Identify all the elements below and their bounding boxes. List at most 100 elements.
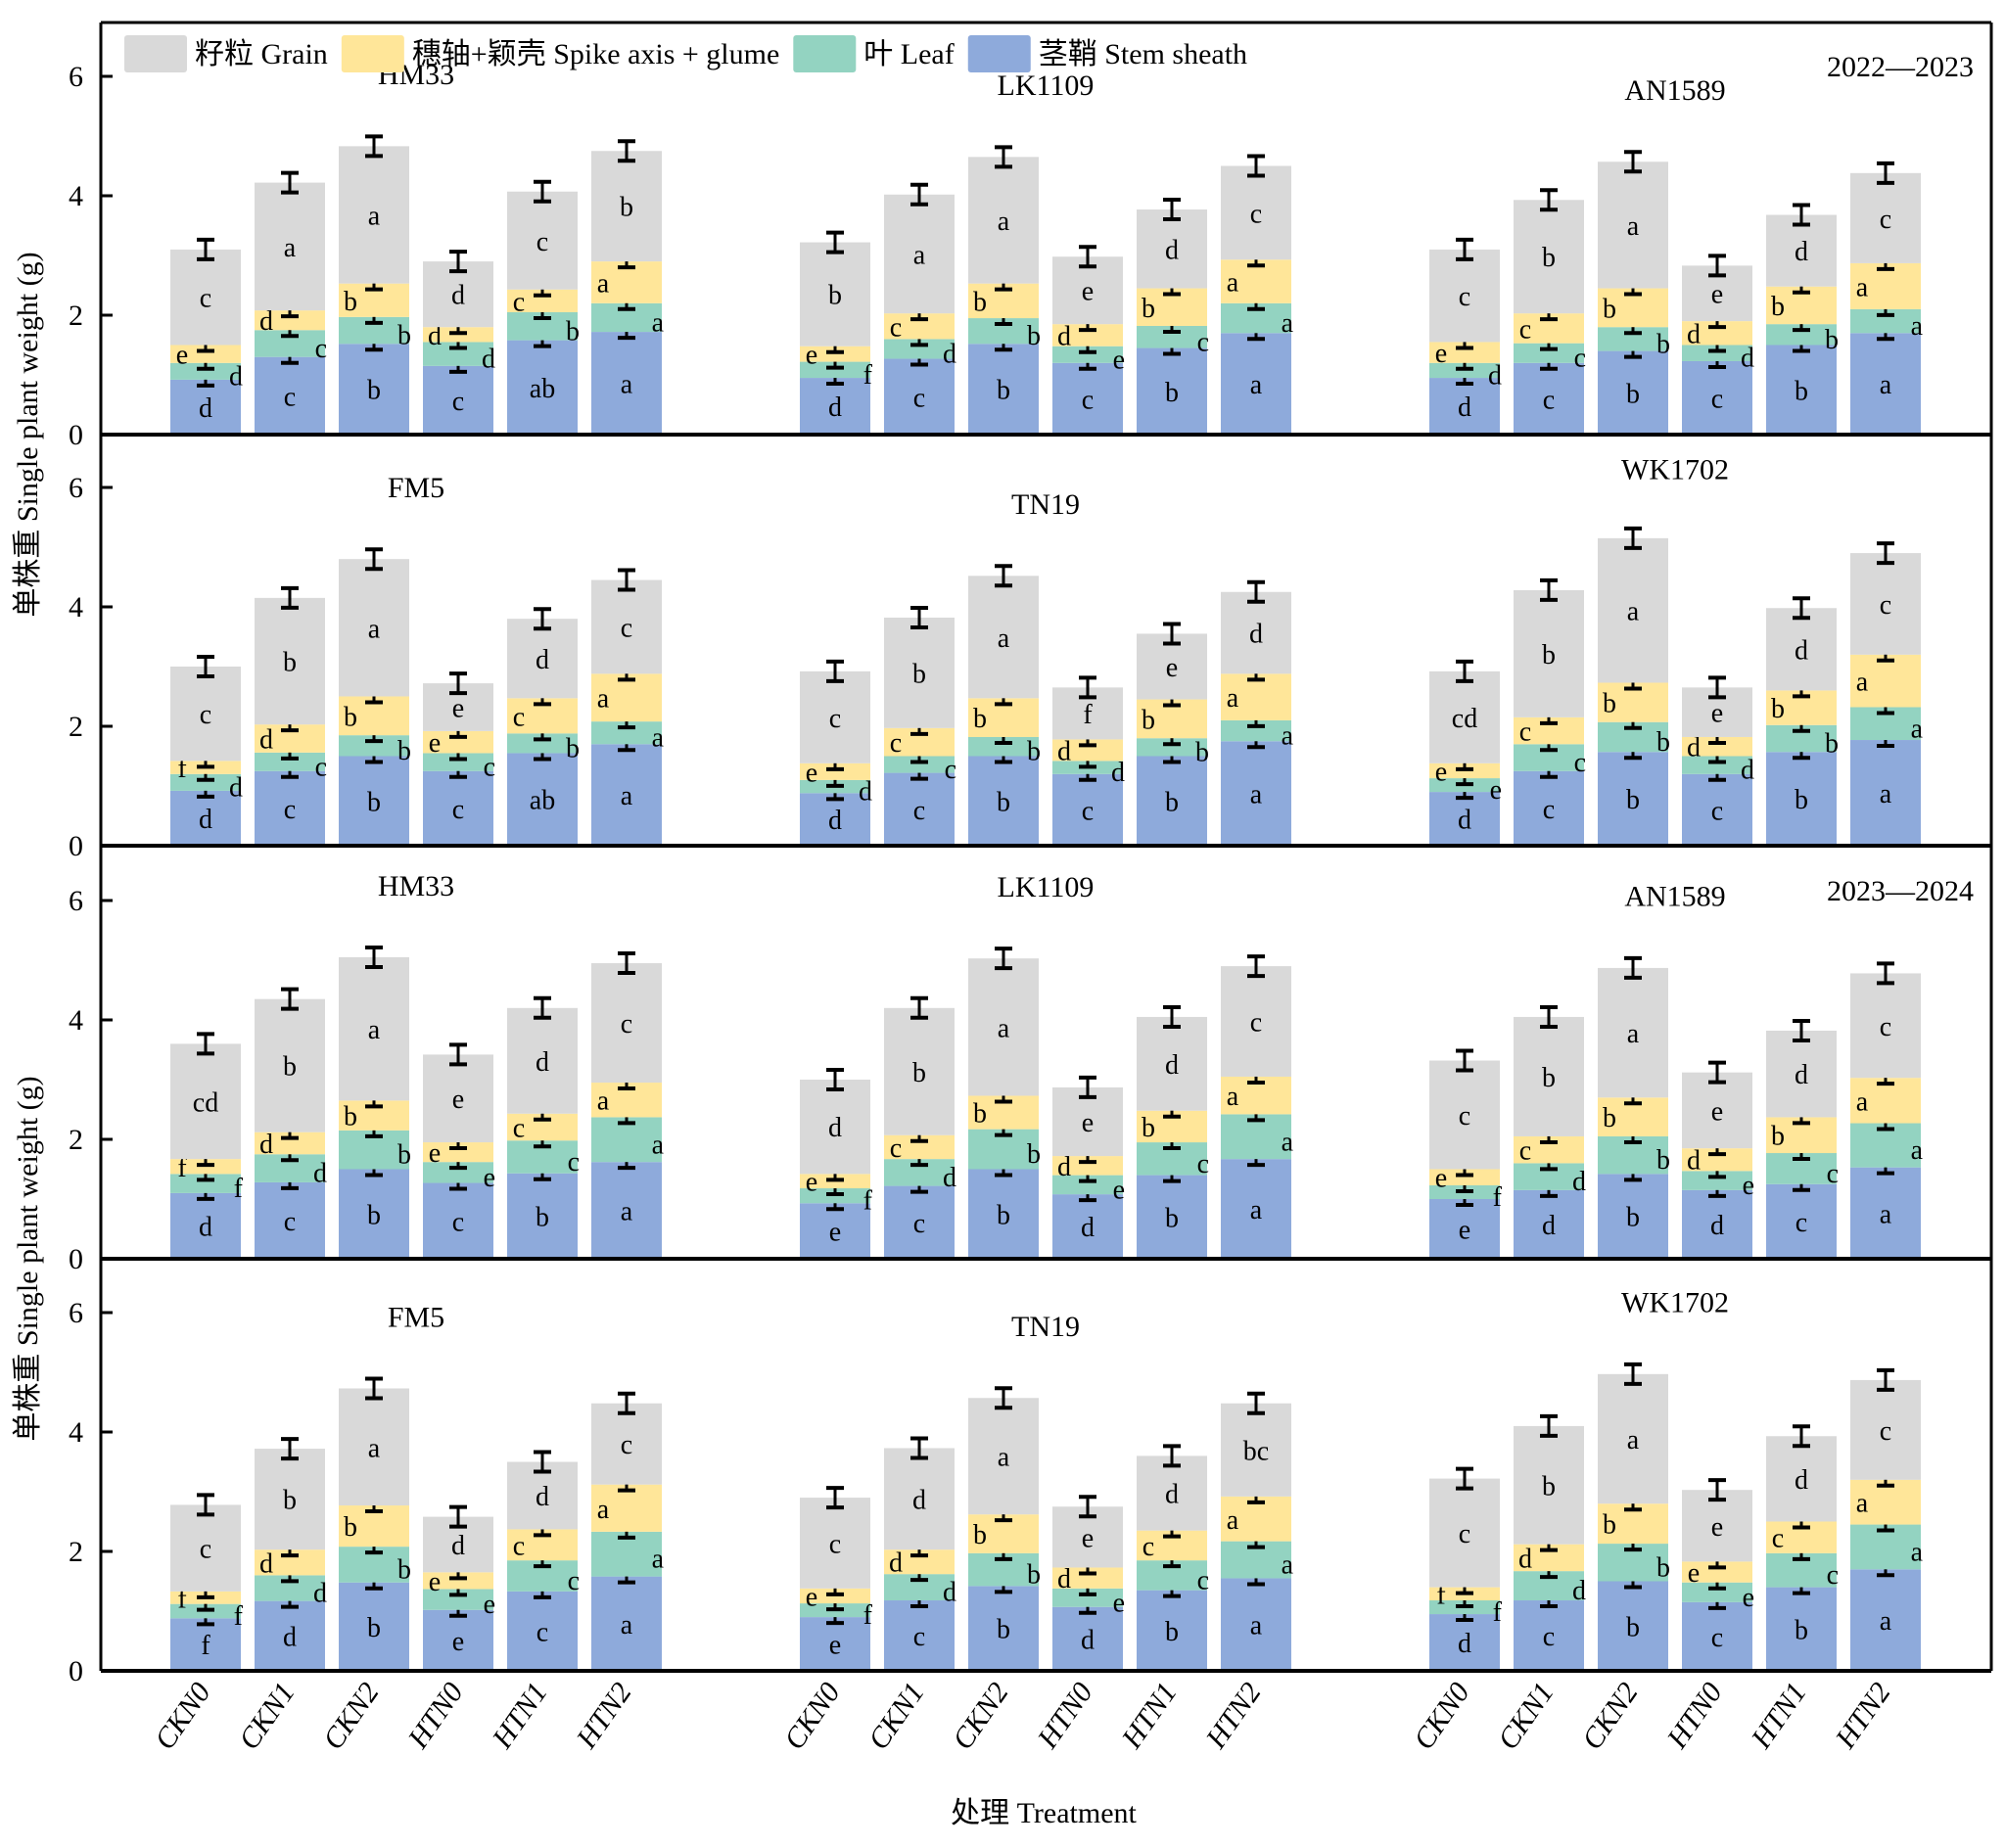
bar-segment-spike — [591, 1484, 662, 1532]
bar-segment-stem — [968, 1586, 1039, 1671]
significance-letter: c — [536, 1617, 548, 1647]
x-tick-label: HTN2 — [570, 1677, 638, 1755]
bar-segment-grain — [339, 146, 409, 284]
legend-item-stem: 茎鞘 Stem sheath — [967, 35, 1247, 72]
significance-letter: b — [1626, 379, 1640, 409]
significance-letter: c — [1543, 1622, 1555, 1652]
significance-letter: d — [1795, 1465, 1808, 1496]
bar-segment-grain — [170, 1504, 241, 1592]
significance-letter: b — [1165, 1203, 1179, 1233]
significance-letter: e — [452, 693, 464, 723]
significance-letter: a — [1880, 779, 1892, 809]
significance-letter: d — [1111, 758, 1125, 788]
x-tick-labels: CKN0 CKN1 CKN2 HTN0 HTN1 HTN2 CKN0 CKN1 CKN2 HTN0… — [149, 1677, 1897, 1755]
significance-letter: f — [863, 1600, 873, 1631]
significance-letter: b — [1165, 378, 1179, 408]
significance-letter: d — [1687, 733, 1701, 763]
x-tick-label: HTN1 — [486, 1677, 554, 1755]
significance-letter: c — [536, 227, 548, 257]
significance-letter: d — [536, 1482, 549, 1512]
significance-letter: b — [912, 1058, 926, 1088]
significance-letter: f — [177, 1584, 187, 1614]
bar-segment-stem — [1052, 1606, 1123, 1671]
significance-letter: e — [1490, 775, 1502, 806]
y-tick-label: 0 — [69, 830, 83, 862]
bar-segment-stem — [1850, 1569, 1921, 1671]
significance-letter: b — [1542, 1471, 1556, 1502]
bar-segment-stem — [1221, 1578, 1291, 1671]
significance-letter: b — [566, 733, 580, 763]
significance-letter: b — [1656, 1552, 1670, 1583]
legend-item-grain: 籽粒 Grain — [124, 35, 328, 72]
significance-letter: f — [177, 1153, 187, 1183]
bar-segment-leaf — [1052, 1588, 1123, 1607]
panel-4: fffcdddbbbbaeeedcccdaaacFM5efeccdddbbbad… — [69, 1259, 1993, 1687]
significance-letter: d — [451, 281, 465, 311]
significance-letter: b — [828, 281, 842, 311]
significance-letter: a — [1227, 268, 1239, 299]
significance-letter: d — [1687, 319, 1701, 349]
significance-letter: d — [1542, 1211, 1556, 1241]
bar-segment-grain — [1766, 608, 1837, 691]
significance-letter: b — [1165, 1617, 1179, 1647]
significance-letter: c — [621, 613, 632, 643]
bar-segment-leaf — [423, 1589, 493, 1610]
season-label: 2022—2023 — [1827, 51, 1974, 83]
bar-segment-leaf — [1221, 719, 1291, 742]
bar-segment-stem — [423, 365, 493, 435]
significance-letter: e — [1113, 345, 1125, 375]
bar-segment-stem — [1052, 1194, 1123, 1259]
bar-segment-spike — [1052, 1567, 1123, 1589]
significance-letter: a — [597, 268, 610, 299]
bar-segment-grain — [968, 958, 1039, 1096]
bar-segment-grain — [423, 1054, 493, 1143]
bar-segment-leaf — [1766, 324, 1837, 346]
bar-segment-stem — [1221, 741, 1291, 846]
season-label: 2023—2024 — [1827, 875, 1974, 907]
bar-segment-stem — [591, 1576, 662, 1671]
bar-segment-stem — [170, 790, 241, 846]
significance-letter: b — [1771, 694, 1785, 724]
significance-letter: c — [913, 1622, 925, 1652]
bar-segment-leaf — [339, 735, 409, 757]
significance-letter: a — [621, 370, 633, 400]
significance-letter: c — [1711, 796, 1723, 826]
significance-letter: e — [806, 1582, 817, 1612]
bar-segment-stem — [170, 1192, 241, 1259]
significance-letter: b — [973, 1520, 987, 1550]
significance-letter: f — [863, 1186, 873, 1217]
bar-segment-leaf — [1137, 325, 1207, 348]
bar-segment-stem — [507, 340, 578, 435]
significance-letter: f — [1436, 1580, 1446, 1610]
significance-letter: c — [1250, 1008, 1262, 1039]
significance-letter: a — [1856, 272, 1869, 302]
significance-letter: c — [1519, 717, 1531, 748]
significance-letter: b — [1626, 1612, 1640, 1642]
significance-letter: b — [1142, 1113, 1155, 1143]
bar-segment-stem — [884, 1600, 955, 1671]
x-tick-label: CKN2 — [947, 1677, 1015, 1755]
bar-segment-grain — [507, 619, 578, 699]
bar-segment-grain — [1221, 591, 1291, 674]
bar-segment-stem — [800, 793, 870, 846]
significance-letter: c — [1082, 385, 1094, 415]
bar-segment-stem — [1137, 1175, 1207, 1259]
significance-letter: c — [890, 312, 902, 343]
significance-letter: d — [1458, 393, 1471, 423]
significance-letter: cd — [1452, 704, 1477, 734]
y-tick-label: 2 — [69, 1536, 83, 1568]
y-tick-label: 0 — [69, 1243, 83, 1275]
y-tick-label: 2 — [69, 1124, 83, 1156]
